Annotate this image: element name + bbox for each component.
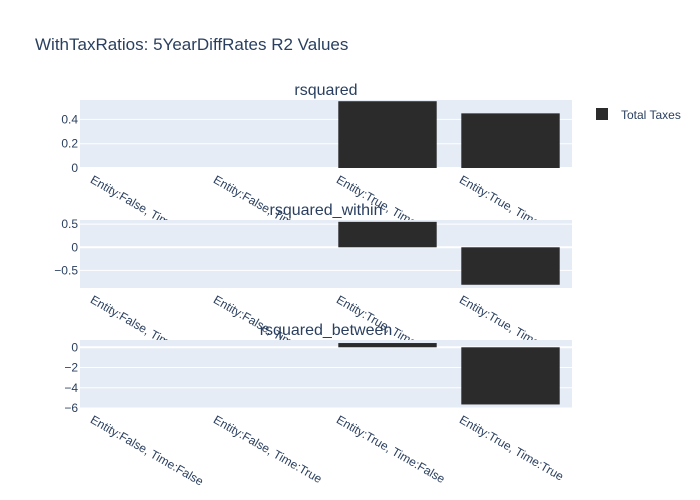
subplot-title: rsquared [294, 82, 357, 99]
legend[interactable]: Total Taxes [596, 108, 681, 122]
bar[interactable] [461, 347, 560, 405]
bar[interactable] [338, 221, 437, 248]
subplot-title: rsquared_between [260, 322, 393, 339]
y-tick-label: 0 [71, 340, 78, 354]
x-tick-label: Entity:True, Time:True [457, 412, 566, 483]
subplot-title: rsquared_within [270, 202, 383, 219]
y-tick-label: 0 [71, 161, 78, 175]
y-tick-label: 0 [71, 240, 78, 254]
x-tick-label: Entity:False, Time:True [211, 412, 325, 486]
y-tick-label: −4 [64, 381, 78, 395]
bar[interactable] [338, 343, 437, 348]
y-tick-label: −2 [64, 361, 78, 375]
y-tick-label: −6 [64, 401, 78, 415]
y-tick-label: 0.2 [61, 137, 78, 151]
bar[interactable] [461, 247, 560, 285]
chart-title: WithTaxRatios: 5YearDiffRates R2 Values [35, 35, 348, 54]
x-tick-label: Entity:True, Time:False [334, 412, 448, 486]
bar[interactable] [338, 101, 437, 168]
x-tick-label: Entity:False, Time:False [88, 412, 206, 488]
y-tick-label: 0.4 [61, 112, 78, 126]
y-tick-label: 0.5 [61, 217, 78, 231]
legend-label-total-taxes: Total Taxes [621, 108, 681, 122]
y-tick-label: −0.5 [54, 263, 78, 277]
legend-swatch [596, 108, 608, 120]
bar[interactable] [461, 113, 560, 168]
subplot-rsquared-between: −6 −4 −2 0 Entity:False, Time:False Entity:Fa… [64, 322, 572, 489]
